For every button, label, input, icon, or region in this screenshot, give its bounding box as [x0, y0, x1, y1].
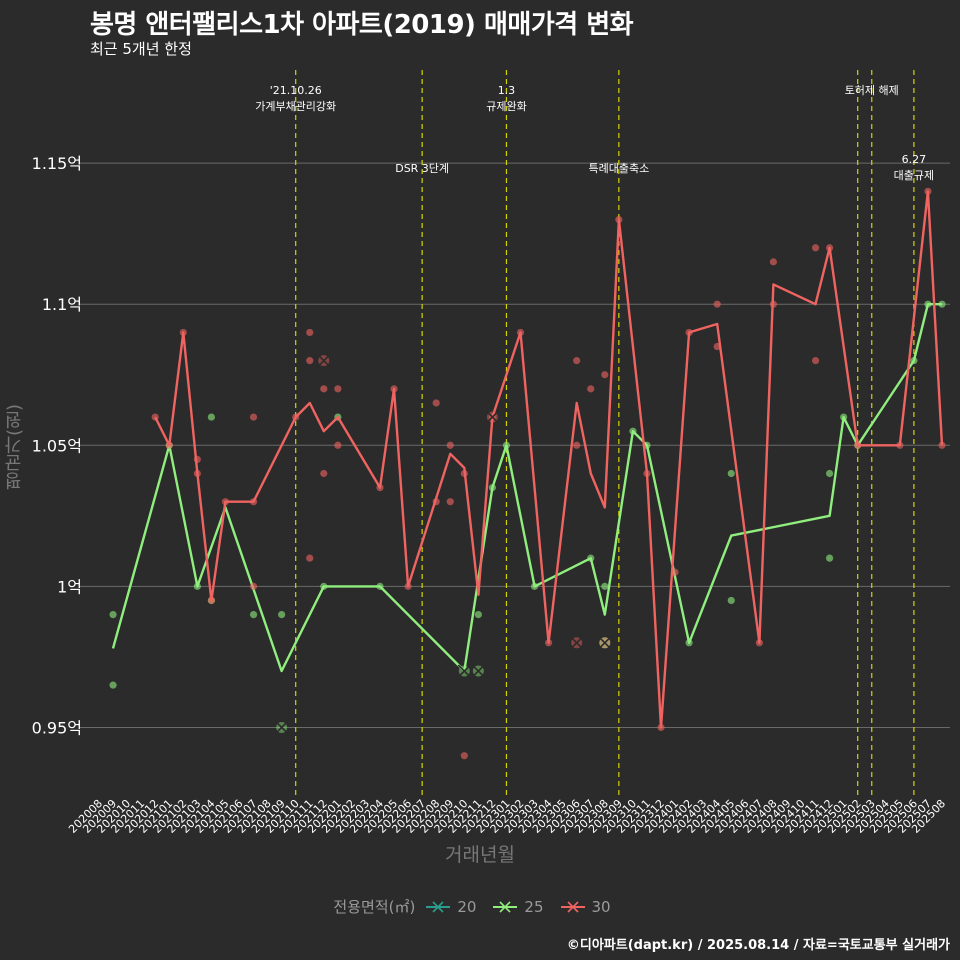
- highlight-cross-25: [275, 720, 289, 735]
- data-point-30: [713, 300, 721, 308]
- y-tick-label: 1.15억: [32, 154, 82, 173]
- legend-key-25-icon: [493, 900, 518, 913]
- data-point-30: [446, 498, 454, 506]
- legend-label-30: 30: [591, 897, 611, 916]
- data-point-30: [811, 357, 820, 365]
- data-point-30: [811, 244, 820, 252]
- event-annotation-label: '21.10.26: [270, 84, 322, 97]
- data-point-30: [769, 258, 778, 266]
- cross-stroke: [471, 664, 485, 678]
- data-point-30: [334, 385, 342, 393]
- data-point-30: [432, 399, 440, 407]
- event-annotation-label: 대출규제: [894, 169, 934, 182]
- data-point-25: [727, 596, 735, 605]
- cross-stroke: [598, 636, 612, 650]
- data-point-30: [446, 441, 454, 449]
- data-point-30: [573, 441, 581, 449]
- legend-label-25: 25: [524, 897, 544, 916]
- highlight-cross-30: [570, 636, 584, 650]
- series-line-30: [154, 190, 944, 729]
- y-tick-label: 1.1억: [42, 295, 82, 314]
- event-annotation-label: 1.3: [498, 84, 516, 97]
- data-point-25: [278, 610, 286, 619]
- legend: 전용면적(㎡) 20 25 30: [0, 896, 960, 917]
- data-point-30: [249, 582, 258, 590]
- data-point-25: [727, 469, 735, 478]
- cross-stroke: [275, 720, 289, 735]
- data-point-30: [601, 371, 609, 379]
- data-point-25: [601, 582, 609, 590]
- y-axis-title: 평균가(원): [4, 403, 25, 490]
- data-point-30: [320, 385, 328, 393]
- data-point-30: [306, 357, 314, 365]
- event-annotation-label: DSR 3단계: [395, 162, 449, 175]
- data-point-30: [587, 385, 595, 393]
- highlight-cross-25: [457, 664, 471, 678]
- highlight-cross-30: [317, 354, 331, 368]
- event-annotation-label: 토허제 해제: [845, 83, 899, 97]
- y-tick-label: 1.05억: [32, 436, 82, 455]
- series-line-25: [111, 303, 942, 673]
- cross-stroke: [570, 636, 584, 650]
- chart-subtitle: 최근 5개년 한정: [90, 40, 192, 58]
- y-tick-label: 1억: [57, 577, 82, 596]
- data-point-25: [109, 681, 117, 689]
- legend-item-30: 30: [560, 898, 611, 916]
- legend-label-20: 20: [457, 897, 477, 916]
- data-point-30: [334, 441, 342, 449]
- y-tick-label: 0.95억: [32, 718, 82, 737]
- chart-title: 봉명 앤터팰리스1차 아파트(2019) 매매가격 변화: [90, 10, 634, 40]
- cross-stroke: [485, 410, 499, 424]
- chart-caption: ©디아파트(dapt.kr) / 2025.08.14 / 자료=국토교통부 실…: [566, 938, 950, 953]
- cross-stroke: [317, 354, 331, 368]
- data-point-30: [306, 554, 314, 562]
- data-point-25: [826, 469, 834, 478]
- data-point-30: [320, 469, 328, 478]
- cross-stroke: [457, 664, 471, 678]
- data-point-30: [573, 357, 581, 365]
- data-point-25: [249, 610, 258, 619]
- event-annotation-label: 규제완화: [486, 100, 526, 113]
- data-point-30: [306, 328, 314, 337]
- highlight-cross-25: [471, 664, 485, 678]
- data-point-25: [826, 554, 834, 562]
- legend-item-25: 25: [492, 897, 544, 916]
- legend-key-20-icon: [426, 900, 451, 913]
- data-point-25: [474, 610, 482, 619]
- highlight-cross-mixed: [598, 636, 612, 650]
- legend-title: 전용면적(㎡): [333, 898, 416, 916]
- x-axis-title: 거래년월: [445, 844, 515, 866]
- event-annotation-label: 가계부채관리강화: [255, 100, 336, 113]
- event-annotation-label: 6.27: [902, 153, 927, 166]
- data-point-30: [249, 413, 258, 421]
- data-point-30: [460, 752, 468, 760]
- legend-item-20: 20: [425, 898, 476, 916]
- event-annotation-label: 특례대출축소: [588, 162, 649, 175]
- legend-key-30-icon: [560, 900, 585, 913]
- highlight-cross-30: [485, 410, 499, 424]
- data-point-25: [207, 413, 215, 421]
- data-point-25: [109, 610, 117, 619]
